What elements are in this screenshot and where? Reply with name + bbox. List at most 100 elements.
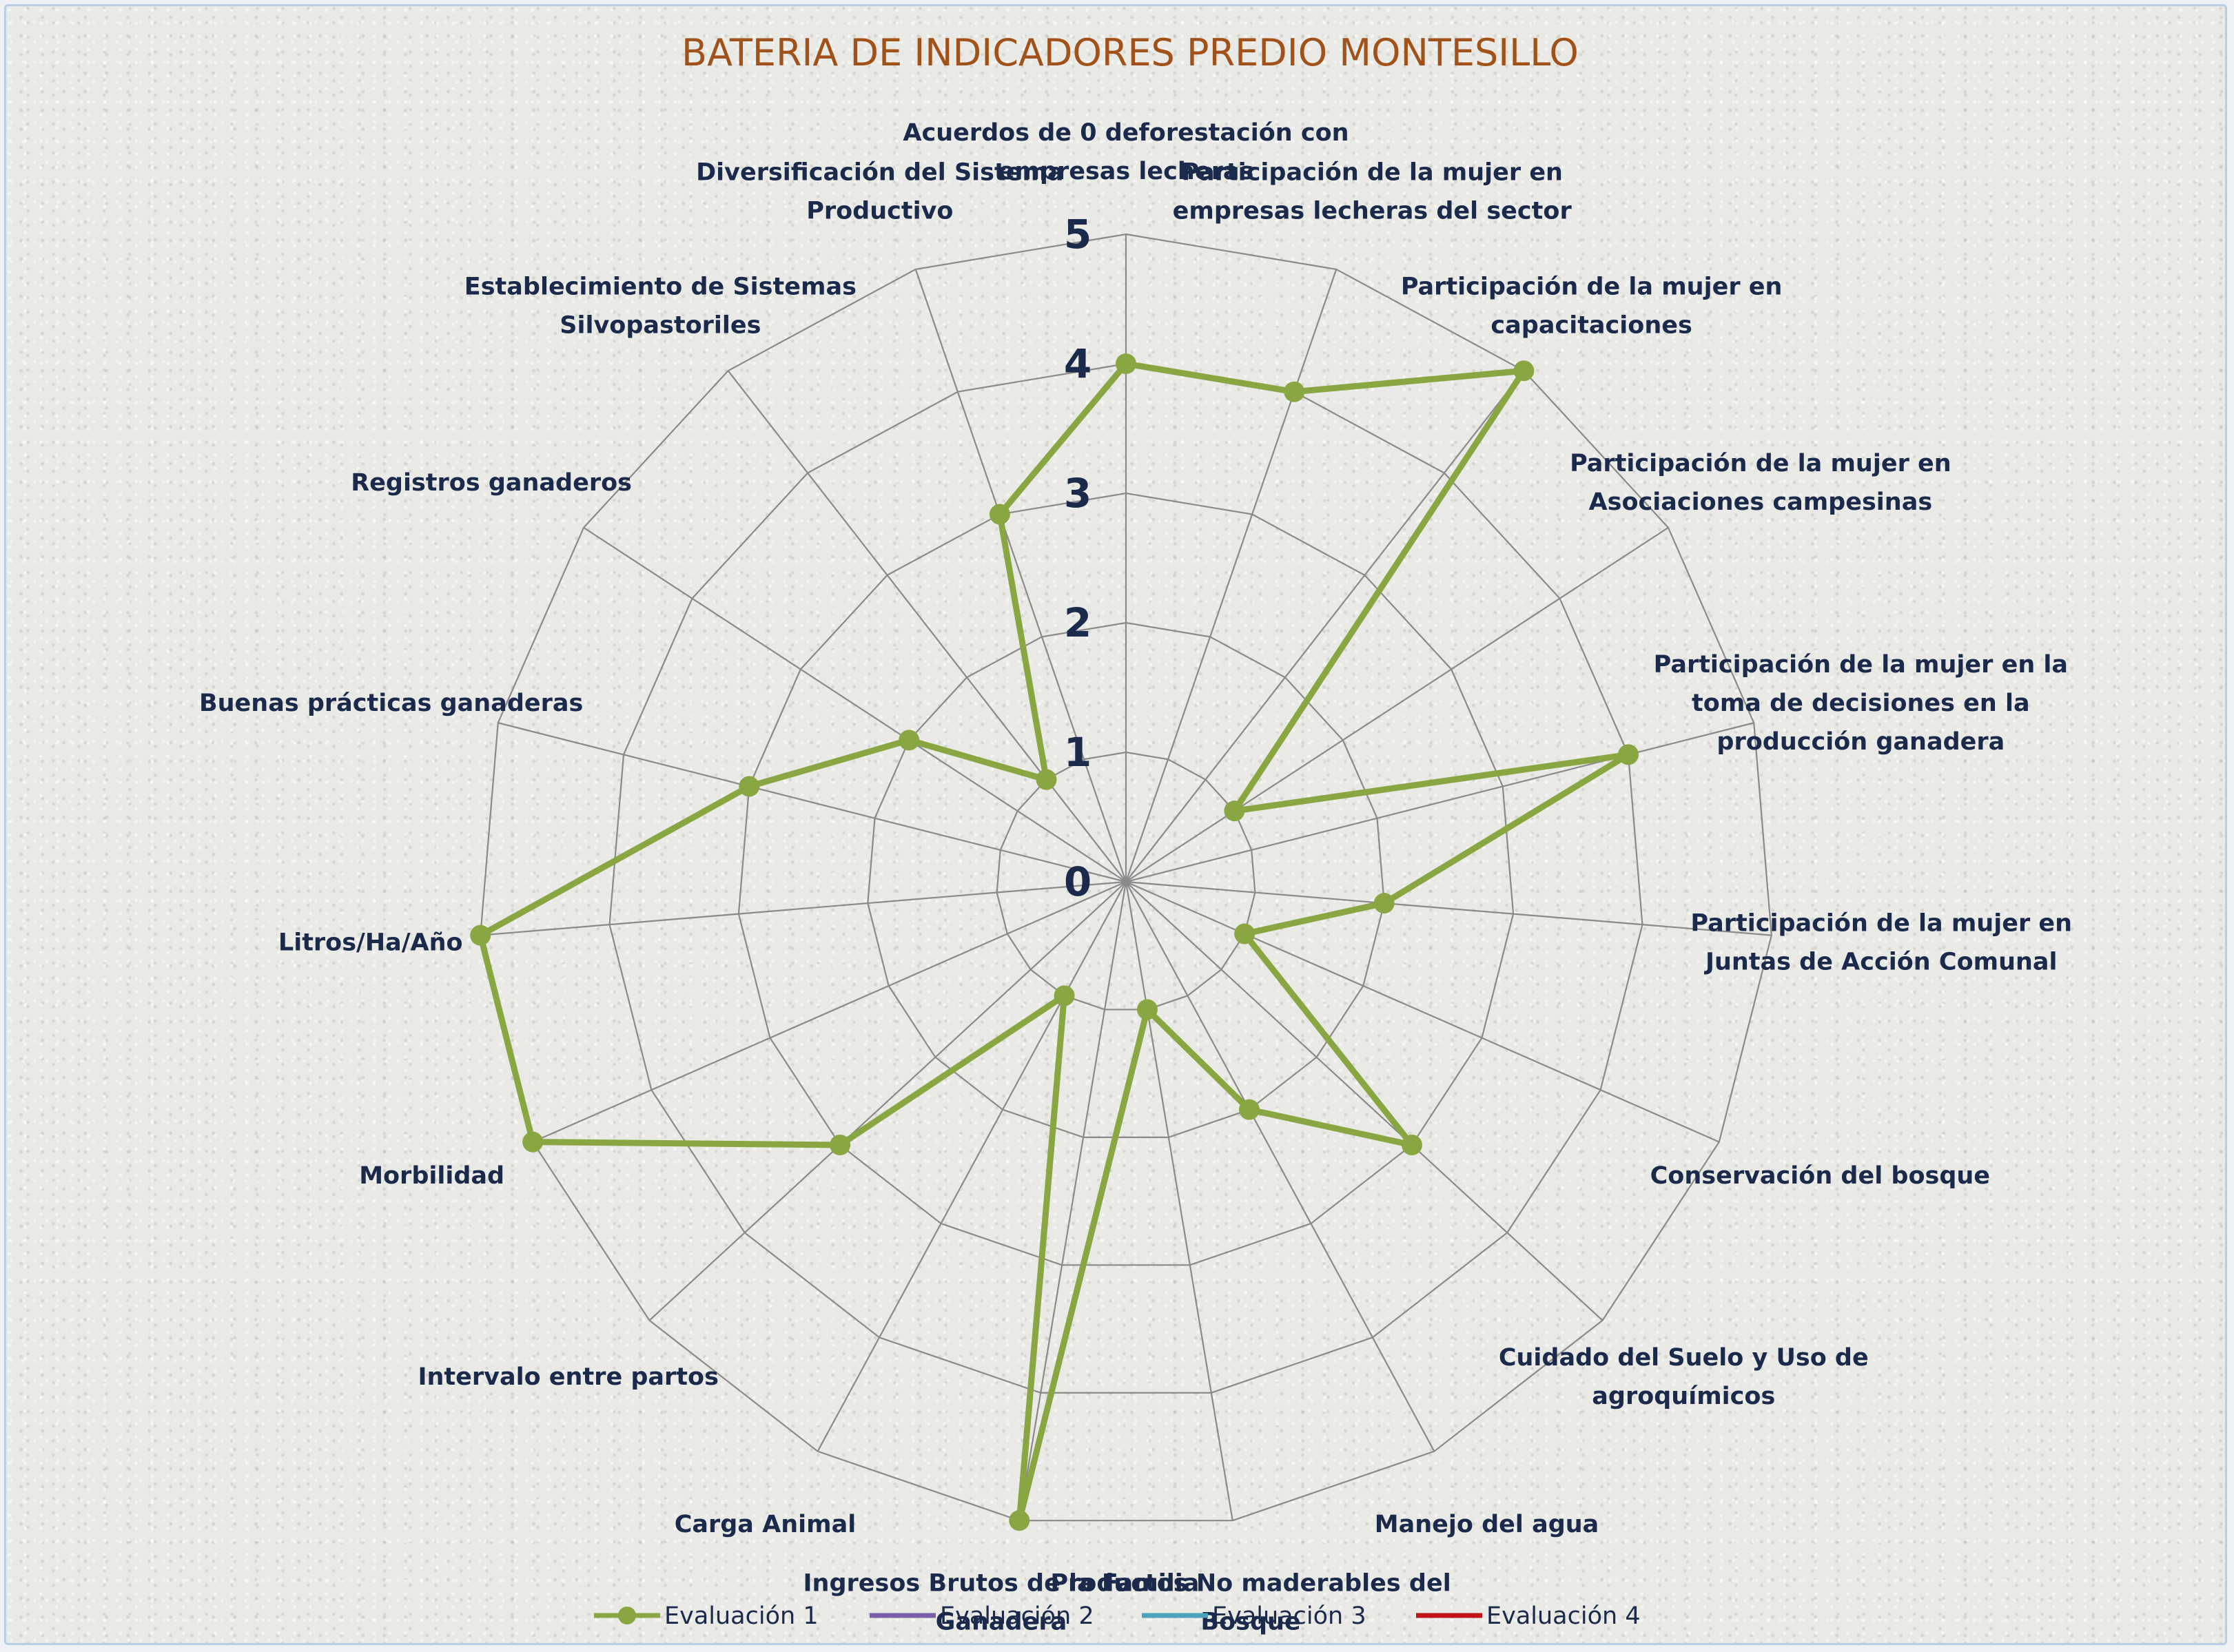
tick-label: 1 xyxy=(1064,729,1092,776)
category-label-line: producción ganadera xyxy=(1717,728,2005,756)
category-label: Establecimiento de Sistemas Silvopastoril… xyxy=(464,273,857,340)
tick-label: 3 xyxy=(1064,470,1092,517)
grid-ring xyxy=(737,492,1515,1266)
grid-spoke xyxy=(727,370,1127,882)
category-label-line: Morbilidad xyxy=(359,1162,504,1190)
chart-frame xyxy=(4,4,2227,1645)
category-label-line: Participación de la mujer en xyxy=(1570,450,1951,477)
data-point xyxy=(830,1134,851,1155)
category-label-line: agroquímicos xyxy=(1592,1383,1775,1410)
data-point xyxy=(1284,381,1305,402)
legend-marker xyxy=(618,1607,636,1624)
category-labels: Acuerdos de 0 deforestación con empresas … xyxy=(199,119,2072,1636)
legend-label: Evaluación 1 xyxy=(664,1602,819,1630)
legend-label: Evaluación 4 xyxy=(1486,1602,1641,1630)
grid-spoke xyxy=(532,880,1127,1143)
data-point xyxy=(1617,744,1639,765)
category-label: Participación de la mujer en Juntas de Ac… xyxy=(1690,910,2072,976)
category-label-line: Bosque xyxy=(1200,1609,1300,1636)
category-label: Carga Animal xyxy=(675,1511,857,1538)
category-label-line: Cuidado del Suelo y Uso de xyxy=(1499,1344,1869,1372)
grid-spoke xyxy=(480,880,1127,936)
category-label: Diversificación del Sistema Productivo xyxy=(696,158,1063,225)
category-label: Morbilidad xyxy=(359,1162,504,1190)
category-label-line: Buenas prácticas ganaderas xyxy=(199,690,583,717)
chart-title: BATERIA DE INDICADORES PREDIO MONTESILLO xyxy=(682,31,1579,74)
category-label-line: Asociaciones campesinas xyxy=(1589,488,1933,516)
radar-grid xyxy=(480,233,1772,1522)
category-label-line: Ganadera xyxy=(936,1609,1067,1636)
tick-label: 4 xyxy=(1064,340,1092,387)
grid-spoke xyxy=(1125,722,1754,883)
grid-spoke xyxy=(817,881,1127,1452)
category-label-line: Registros ganaderos xyxy=(351,469,632,497)
data-point xyxy=(989,504,1010,525)
data-point xyxy=(1238,1099,1260,1120)
legend-label: Evaluación 2 xyxy=(940,1602,1094,1630)
grid-ring xyxy=(867,621,1385,1138)
grid-spoke xyxy=(1125,881,1233,1521)
data-point xyxy=(1036,769,1057,790)
series-line xyxy=(477,360,1632,1524)
category-label-line: Silvopastoriles xyxy=(560,312,761,340)
category-label: Participación de la mujer en la toma de d… xyxy=(1654,651,2068,756)
grid-spoke xyxy=(914,269,1127,882)
category-label: Participación de la mujer en capacitacion… xyxy=(1401,273,1783,340)
tick-label: 5 xyxy=(1064,211,1092,258)
grid-spoke xyxy=(1125,881,1435,1452)
category-label-line: capacitaciones xyxy=(1490,312,1692,340)
data-point xyxy=(1136,999,1158,1020)
grid-ring xyxy=(480,233,1772,1522)
category-label: Participación de la mujer en empresas lec… xyxy=(1173,158,1572,225)
category-label-line: Participación de la mujer en xyxy=(1181,158,1563,186)
grid-spoke xyxy=(1125,881,1603,1321)
category-label-line: Conservación del bosque xyxy=(1650,1162,1990,1190)
data-point xyxy=(1401,1134,1422,1155)
grid-spoke xyxy=(498,722,1127,883)
radial-tick-labels: 0 1 2 3 4 5 xyxy=(1064,211,1092,905)
category-label-line: Establecimiento de Sistemas xyxy=(464,273,857,301)
category-label-line: Ingresos Brutos de la Familia xyxy=(803,1570,1200,1598)
category-label-line: empresas lecheras del sector xyxy=(1173,197,1572,225)
data-point xyxy=(1116,353,1136,374)
category-label-line: Diversificación del Sistema xyxy=(696,158,1063,186)
category-label-line: Intervalo entre partos xyxy=(418,1363,718,1391)
data-point xyxy=(470,925,491,946)
category-label-line: Productos No maderables del xyxy=(1050,1570,1451,1598)
category-label: Registros ganaderos xyxy=(351,469,632,497)
legend: Evaluación 1 Evaluación 2 Evaluación 3 Eval… xyxy=(594,1602,1641,1630)
category-label: Acuerdos de 0 deforestación con empresas … xyxy=(903,119,1349,185)
grid-spoke xyxy=(648,881,1127,1321)
grid-spoke xyxy=(1125,370,1525,882)
grid-spoke xyxy=(1125,880,1720,1143)
category-label-line: Manejo del agua xyxy=(1375,1511,1599,1538)
grid-ring xyxy=(608,362,1643,1394)
category-label-line: Acuerdos de 0 deforestación con xyxy=(903,119,1349,147)
grid-spoke xyxy=(1018,881,1127,1521)
category-label-line: Litros/Ha/Año xyxy=(278,929,463,957)
tick-label: 2 xyxy=(1064,599,1092,646)
data-point xyxy=(1054,985,1075,1006)
category-label-line: Productivo xyxy=(806,197,953,225)
category-label: Productos No maderables del Bosque xyxy=(1050,1570,1451,1636)
category-label-line: empresas lecheras xyxy=(998,158,1254,185)
data-point xyxy=(899,730,920,751)
category-label-line: Participación de la mujer en xyxy=(1690,910,2072,938)
category-label-line: Participación de la mujer en la xyxy=(1654,651,2068,679)
grid-spoke xyxy=(1125,880,1772,936)
category-label: Participación de la mujer en Asociaciones… xyxy=(1570,450,1951,516)
category-label-line: Carga Animal xyxy=(675,1511,857,1538)
data-point xyxy=(1234,923,1256,944)
category-label: Intervalo entre partos xyxy=(418,1363,718,1391)
category-label: Conservación del bosque xyxy=(1650,1162,1990,1190)
category-label: Buenas prácticas ganaderas xyxy=(199,690,583,717)
data-point xyxy=(1513,360,1535,382)
category-label-line: toma de decisiones en la xyxy=(1692,690,2030,717)
series-layer xyxy=(470,353,1639,1531)
category-label: Ingresos Brutos de la Familia Ganadera xyxy=(803,1570,1200,1636)
tick-label: 0 xyxy=(1064,858,1092,905)
category-label: Manejo del agua xyxy=(1375,1511,1599,1538)
data-point xyxy=(1224,801,1245,822)
data-point xyxy=(522,1131,544,1153)
